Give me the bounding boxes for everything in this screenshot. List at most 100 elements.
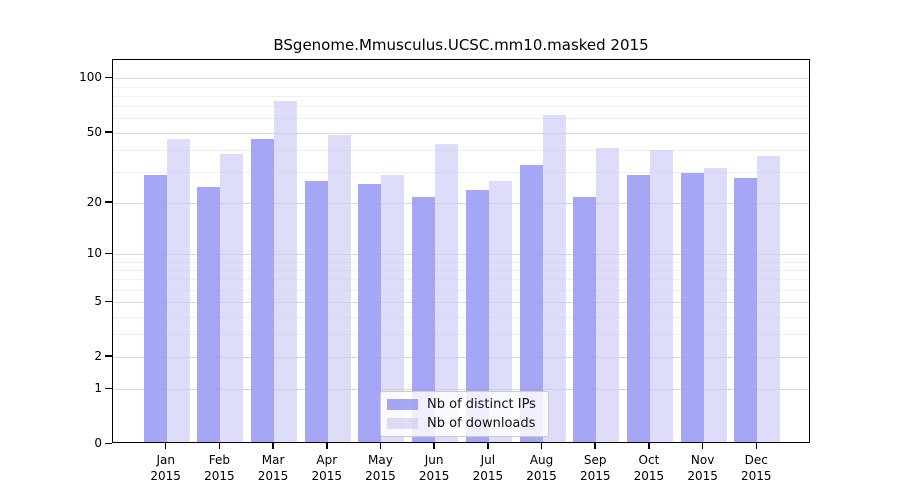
x-tick-mark-apr — [326, 443, 328, 449]
x-tick-mark-jun — [433, 443, 435, 449]
x-tick-label-may: May 2015 — [350, 452, 410, 484]
gridline-major-2 — [113, 356, 809, 358]
downloads-swatch — [387, 418, 418, 429]
x-tick-label-dec: Dec 2015 — [726, 452, 786, 484]
x-tick-label-nov: Nov 2015 — [673, 452, 733, 484]
year-label: 2015 — [150, 469, 181, 483]
gridline-minor-90 — [113, 86, 809, 88]
x-tick-label-jun: Jun 2015 — [404, 452, 464, 484]
year-label: 2015 — [418, 469, 450, 483]
gridline-major-50 — [113, 132, 809, 134]
x-tick-mark-may — [379, 443, 382, 449]
bar-downloads-mar — [274, 101, 298, 442]
gridline-minor-8 — [113, 269, 809, 271]
y-tick-mark-2 — [105, 355, 112, 357]
year-label: 2015 — [579, 469, 611, 483]
gridline-minor-80 — [113, 95, 809, 97]
x-tick-mark-sep — [594, 443, 596, 449]
x-tick-label-sep: Sep 2015 — [565, 452, 625, 484]
bar-downloads-feb — [220, 153, 244, 442]
chart-title: BSgenome.Mmusculus.UCSC.mm10.masked 2015 — [273, 36, 649, 54]
bar-downloads-jun — [435, 144, 459, 442]
month-label: May — [368, 453, 393, 467]
y-tick-label-20: 20 — [86, 194, 102, 209]
gridline-major-5 — [113, 302, 809, 304]
year-label: 2015 — [204, 469, 235, 483]
x-tick-label-jan: Jan 2015 — [136, 452, 196, 484]
x-tick-mark-mar — [272, 443, 274, 449]
x-tick-mark-oct — [648, 443, 650, 449]
year-label: 2015 — [633, 469, 665, 483]
bar-downloads-may — [381, 175, 405, 442]
y-tick-label-5: 5 — [94, 294, 102, 309]
y-tick-mark-50 — [105, 131, 112, 133]
bar-distinct-ips-dec — [734, 178, 758, 442]
x-tick-label-mar: Mar 2015 — [243, 452, 303, 484]
year-label: 2015 — [687, 469, 718, 483]
y-tick-mark-0 — [105, 442, 112, 444]
bar-downloads-oct — [649, 149, 673, 442]
gridline-minor-9 — [113, 261, 809, 263]
year-label: 2015 — [526, 469, 557, 483]
bar-distinct-ips-sep — [573, 197, 597, 442]
distinct-ips-swatch — [387, 399, 418, 410]
legend-label-distinct-ips: Nb of distinct IPs — [427, 397, 536, 412]
gridline-major-100 — [113, 78, 809, 80]
x-tick-mark-aug — [540, 443, 543, 449]
x-tick-label-jul: Jul 2015 — [458, 452, 518, 484]
bar-distinct-ips-mar — [251, 138, 275, 442]
bar-downloads-jan — [166, 138, 190, 442]
bar-downloads-aug — [542, 115, 566, 442]
gridline-minor-30 — [113, 172, 809, 174]
bar-downloads-nov — [703, 167, 727, 442]
bar-distinct-ips-jun — [412, 197, 436, 442]
bar-distinct-ips-jan — [143, 175, 167, 442]
bar-distinct-ips-oct — [626, 175, 650, 442]
y-tick-mark-1 — [105, 387, 112, 390]
x-tick-label-feb: Feb 2015 — [189, 452, 249, 484]
y-tick-label-0: 0 — [94, 436, 102, 450]
bar-distinct-ips-may — [358, 183, 382, 442]
legend-label-downloads: Nb of downloads — [427, 416, 536, 431]
gridline-minor-3 — [113, 334, 809, 336]
bar-distinct-ips-nov — [680, 172, 704, 442]
y-tick-label-1: 1 — [94, 381, 102, 396]
month-label: Jan — [156, 453, 175, 467]
year-label: 2015 — [741, 469, 772, 483]
y-tick-label-100: 100 — [79, 70, 102, 85]
month-label: Apr — [316, 453, 338, 467]
year-label: 2015 — [311, 469, 343, 483]
year-label: 2015 — [472, 469, 504, 483]
month-label: Sep — [583, 453, 607, 467]
plot-area — [112, 59, 810, 443]
gridline-minor-4 — [113, 316, 809, 318]
bar-downloads-dec — [757, 156, 781, 442]
month-label: Mar — [261, 453, 285, 467]
x-tick-label-apr: Apr 2015 — [297, 452, 357, 484]
year-label: 2015 — [257, 469, 289, 483]
y-tick-mark-20 — [105, 201, 112, 203]
x-tick-label-oct: Oct 2015 — [619, 452, 679, 484]
month-label: Jun — [424, 453, 444, 467]
month-label: Oct — [638, 453, 660, 467]
x-tick-mark-nov — [701, 443, 704, 449]
month-label: Nov — [690, 453, 715, 467]
bar-downloads-jul — [488, 180, 512, 442]
bar-downloads-sep — [596, 147, 620, 442]
x-tick-label-aug: Aug 2015 — [512, 452, 572, 484]
bar-downloads-apr — [327, 135, 351, 442]
bar-distinct-ips-feb — [197, 187, 221, 442]
gridline-minor-6 — [113, 289, 809, 291]
bar-distinct-ips-apr — [304, 180, 328, 442]
month-label: Aug — [529, 453, 554, 467]
y-tick-label-50: 50 — [86, 124, 102, 139]
month-label: Dec — [744, 453, 768, 467]
y-tick-label-10: 10 — [86, 246, 102, 261]
y-tick-mark-10 — [105, 252, 112, 255]
x-tick-mark-feb — [218, 443, 221, 449]
gridline-major-10 — [113, 254, 809, 256]
x-tick-mark-dec — [755, 443, 758, 449]
legend-item-distinct-ips: Nb of distinct IPs — [387, 397, 536, 412]
legend-item-downloads: Nb of downloads — [387, 416, 536, 431]
gridline-minor-7 — [113, 279, 809, 281]
